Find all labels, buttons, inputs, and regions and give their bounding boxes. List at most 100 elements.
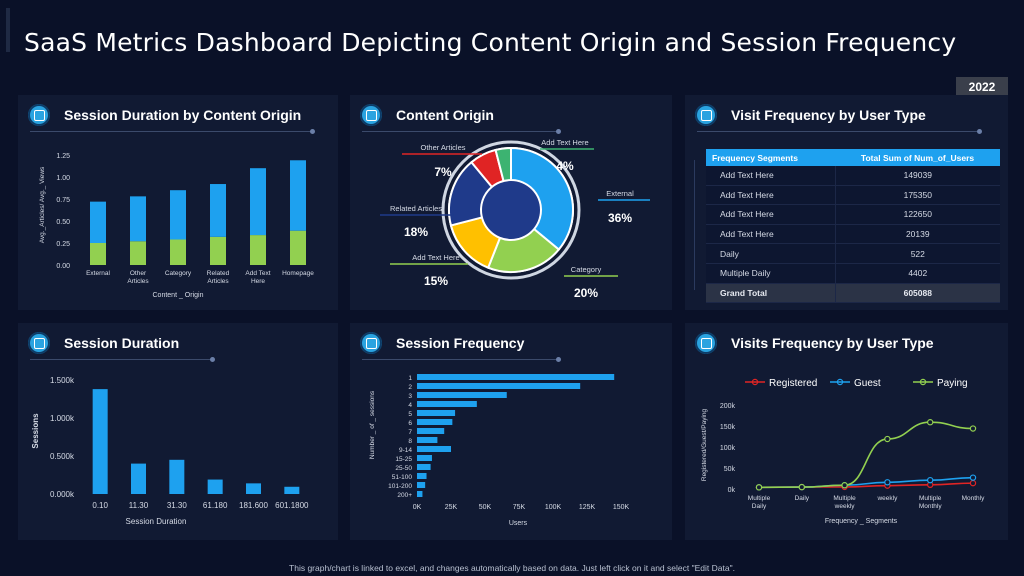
table-cell: Multiple Daily (706, 263, 836, 284)
slice-percent: 4% (556, 159, 574, 173)
table-cell: Daily (706, 243, 836, 264)
x-tick-label: 181.600 (239, 501, 268, 510)
slice-percent: 18% (404, 225, 428, 239)
table-row: Add Text Here 149039 (706, 166, 1000, 186)
bar-segment (130, 196, 146, 242)
legend-label: Guest (854, 378, 881, 389)
table-row: Daily 522 (706, 243, 1000, 264)
monitor-icon (695, 104, 717, 126)
bar (417, 428, 445, 434)
y-tick-label: 101-200 (388, 483, 412, 490)
y-tick-label: 0.75 (56, 197, 70, 204)
slice-percent: 15% (424, 274, 448, 288)
x-tick-label: 601.1800 (275, 501, 309, 510)
divider-dot (210, 357, 215, 362)
bar-segment (90, 243, 106, 265)
table-row: Multiple Daily 4402 (706, 263, 1000, 284)
bar-segment (290, 230, 306, 265)
x-tick-label: Monthly (919, 503, 943, 510)
slice-label: External (606, 189, 634, 198)
calendar-icon (360, 332, 382, 354)
panel-divider (362, 359, 558, 360)
x-tick-label: weekly (876, 495, 898, 502)
document-icon (360, 104, 382, 126)
panel-visits-frequency-line: Visits Frequency by User Type Registered… (685, 323, 1008, 540)
donut-center (482, 181, 540, 239)
y-tick-label: 8 (408, 438, 412, 445)
year-badge: 2022 (956, 77, 1008, 97)
x-tick-label: 100K (545, 504, 562, 511)
y-tick-label: 2 (408, 384, 412, 391)
table-cell: Add Text Here (706, 166, 836, 186)
panel-title: Visit Frequency by User Type (731, 107, 926, 123)
table-cell: 20139 (835, 224, 1000, 245)
slice-percent: 36% (608, 211, 632, 225)
bar (417, 455, 432, 461)
title-accent-bar (6, 8, 10, 52)
y-tick-label: 3 (408, 393, 412, 400)
table-header: Total Sum of Num_of_Users (835, 149, 1000, 166)
data-point (926, 419, 934, 426)
bar-segment (170, 239, 186, 265)
y-tick-label: 0.25 (56, 241, 70, 248)
y-tick-label: 5 (408, 411, 412, 418)
bar-segment (250, 235, 266, 265)
bar (417, 437, 438, 443)
y-tick-label: 0.500k (50, 452, 75, 461)
chart-icon (28, 104, 50, 126)
donut-slice (510, 146, 574, 251)
x-tick-label: External (86, 270, 110, 277)
table-cell: 175350 (835, 185, 1000, 206)
divider-dot (556, 129, 561, 134)
y-tick-label: 200k (720, 403, 736, 410)
slice-percent: 7% (434, 165, 452, 179)
slice-label: Other Articles (420, 143, 465, 152)
panel-title: Visits Frequency by User Type (731, 335, 934, 351)
panel-session-frequency: Session Frequency 1 2 3 4 5 6 7 8 9-14 15-25 25-50… (350, 323, 672, 540)
bar-segment (90, 201, 106, 243)
data-point (969, 479, 977, 487)
y-tick-label: 1.25 (56, 153, 70, 160)
y-tick-label: 15-25 (395, 456, 412, 463)
table-cell: Add Text Here (706, 204, 836, 225)
bar (169, 459, 185, 494)
bar-segment (290, 160, 306, 231)
data-point (926, 476, 934, 484)
table-row: Add Text Here 122650 (706, 204, 1000, 225)
legend-label: Registered (769, 378, 817, 389)
slice-label: Add Text Here (412, 253, 459, 262)
y-axis-title: Avg._Articles/ Avg._ Views (39, 166, 46, 243)
x-tick-label: 25K (445, 504, 458, 511)
bar (417, 464, 431, 470)
footer-note: This graph/chart is linked to excel, and… (289, 563, 735, 573)
y-tick-label: 0.000k (50, 490, 75, 499)
table-cell: 605088 (835, 283, 1000, 304)
panel-content-origin: Content Origin External 36% Category 20% Add… (350, 95, 672, 310)
x-tick-label: Multiple (748, 495, 771, 502)
bar (417, 410, 456, 416)
x-tick-label: Other (130, 270, 147, 277)
x-tick-label: Articles (207, 278, 229, 285)
donut-outer-ring (441, 140, 581, 280)
data-point (884, 435, 891, 443)
y-tick-label: 0.50 (56, 219, 70, 226)
horizontal-bar-chart: 1 2 3 4 5 6 7 8 9-14 15-25 25-50 51-100 101-200 200+0… (369, 374, 630, 527)
frequency-table: Frequency Segments Total Sum of Num_of_U… (706, 149, 1000, 304)
panel-session-duration-by-origin: Session Duration by Content Origin 0.00 0… (18, 95, 338, 310)
bar-segment (250, 168, 266, 236)
slice-percent: 20% (574, 286, 598, 300)
bar (417, 392, 507, 398)
x-axis-title: Frequency _ Segments (825, 518, 898, 525)
stacked-bar-chart: 0.00 0.25 0.50 0.75 1.00 1.25 Avg._Articles/ A… (39, 153, 314, 299)
x-tick-label: Monthly (962, 495, 986, 502)
x-tick-label: 150K (613, 504, 630, 511)
x-tick-label: 0K (413, 504, 422, 511)
bar (417, 446, 451, 452)
y-tick-label: 51-100 (392, 474, 413, 481)
legend-marker (751, 378, 759, 386)
x-tick-label: Homepage (282, 270, 314, 277)
panel-session-duration: Session Duration 0.000k 0.500k 1.000k 1.500… (18, 323, 338, 540)
x-tick-label: weekly (834, 503, 856, 510)
table-cell: 4402 (835, 263, 1000, 284)
bar (246, 483, 261, 494)
